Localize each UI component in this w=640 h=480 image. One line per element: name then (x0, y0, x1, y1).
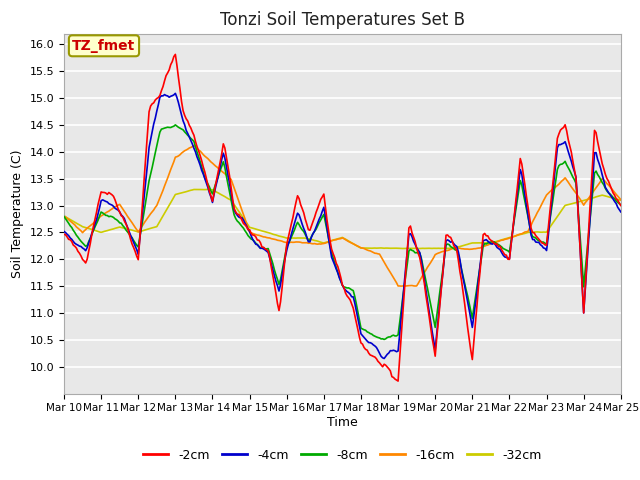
X-axis label: Time: Time (327, 416, 358, 429)
Text: TZ_fmet: TZ_fmet (72, 39, 136, 53)
Y-axis label: Soil Temperature (C): Soil Temperature (C) (11, 149, 24, 278)
Legend: -2cm, -4cm, -8cm, -16cm, -32cm: -2cm, -4cm, -8cm, -16cm, -32cm (138, 444, 547, 467)
Title: Tonzi Soil Temperatures Set B: Tonzi Soil Temperatures Set B (220, 11, 465, 29)
